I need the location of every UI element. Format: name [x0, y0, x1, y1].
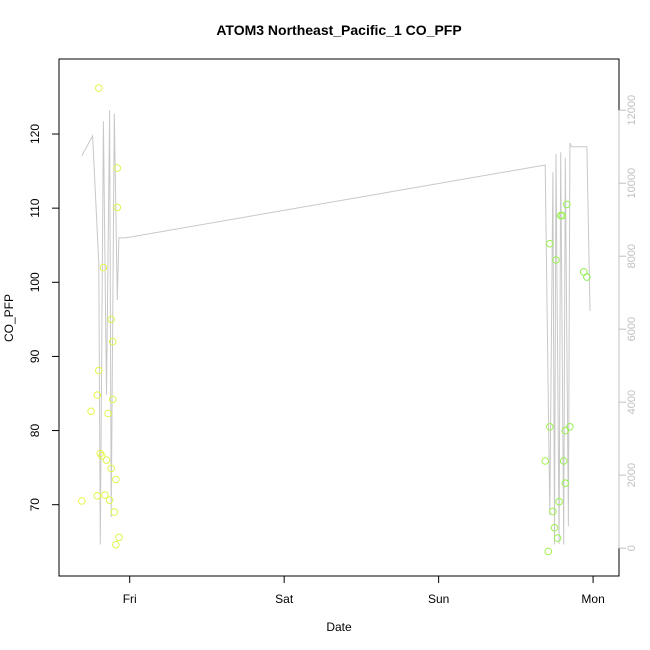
data-point — [104, 409, 112, 418]
data-point — [559, 457, 568, 465]
x-axis-label: Date — [326, 620, 352, 634]
data-point — [93, 492, 102, 500]
y-tick-label: 70 — [28, 498, 42, 512]
data-point — [96, 449, 105, 458]
data-point — [110, 508, 119, 516]
y-tick-label: 90 — [28, 349, 42, 363]
data-point — [78, 497, 86, 505]
y-tick-label: 120 — [28, 124, 42, 144]
y-tick-label: 100 — [28, 272, 42, 292]
x-tick-label: Mon — [581, 592, 604, 606]
y2-tick-label: 6000 — [626, 317, 638, 341]
points-series — [78, 84, 591, 556]
data-point — [544, 547, 553, 556]
line-series — [81, 110, 591, 545]
data-point — [108, 395, 117, 404]
x-axis: Fri Sat Sun Mon — [123, 575, 605, 606]
plot-frame — [58, 58, 620, 577]
data-point — [563, 200, 571, 209]
data-point — [87, 407, 95, 416]
data-point — [112, 475, 120, 484]
y2-tick-label: 12000 — [626, 95, 638, 126]
y2-tick-label: 4000 — [626, 390, 638, 414]
data-point — [112, 540, 120, 549]
y-axis-label: CO_PFP — [2, 294, 16, 342]
data-point — [561, 426, 570, 435]
data-point — [546, 423, 554, 431]
x-tick-label: Fri — [123, 592, 137, 606]
data-point — [115, 533, 123, 542]
data-point — [101, 491, 109, 499]
data-point — [558, 211, 567, 220]
data-point — [105, 496, 114, 505]
data-point — [113, 203, 122, 212]
data-point — [107, 315, 115, 324]
x-tick-label: Sat — [275, 592, 294, 606]
y2-tick-label: 8000 — [626, 244, 638, 268]
data-point — [561, 479, 570, 488]
data-point — [566, 423, 574, 431]
chart-title: ATOM3 Northeast_Pacific_1 CO_PFP — [216, 22, 461, 38]
y2-tick-label: 10000 — [626, 168, 638, 199]
data-point — [98, 452, 106, 460]
y-tick-label: 80 — [28, 424, 42, 438]
y2-tick-label: 0 — [626, 545, 638, 551]
data-point — [583, 273, 591, 281]
data-point — [102, 456, 111, 465]
data-point — [113, 164, 122, 172]
x-tick-label: Sun — [428, 592, 449, 606]
series-line — [81, 110, 591, 545]
data-point — [549, 507, 557, 516]
data-point — [553, 534, 562, 542]
data-point — [95, 84, 103, 92]
y-tick-label: 110 — [28, 198, 42, 217]
y2-tick-label: 2000 — [626, 463, 638, 487]
data-point — [108, 337, 117, 346]
data-point — [541, 457, 550, 465]
data-point — [546, 239, 554, 248]
data-point — [552, 256, 560, 264]
y-axis: 70 80 90 100 110 120 — [28, 124, 60, 512]
data-point — [107, 464, 115, 473]
data-point — [99, 263, 108, 272]
y2-axis: 0 2000 4000 6000 8000 10000 12000 — [618, 95, 638, 551]
data-point — [550, 523, 559, 532]
data-point — [95, 366, 103, 375]
data-point — [93, 391, 102, 399]
data-point — [555, 497, 563, 506]
